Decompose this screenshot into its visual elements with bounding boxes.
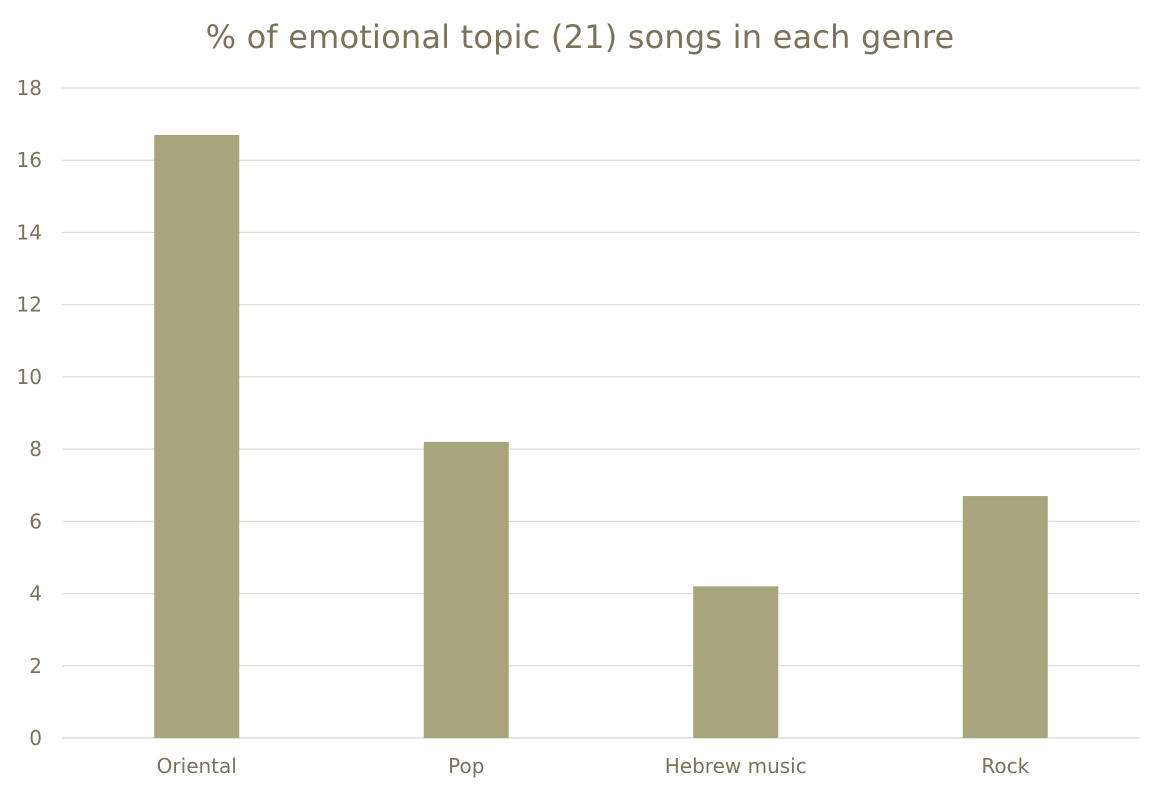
bar-rock	[962, 496, 1048, 738]
bar-hebrew-music	[693, 586, 779, 738]
y-tick-label: 12	[17, 293, 42, 317]
bar-pop	[423, 441, 509, 738]
y-tick-label: 8	[29, 437, 42, 461]
x-tick-label: Rock	[981, 754, 1029, 778]
y-tick-label: 16	[17, 148, 42, 172]
chart-title: % of emotional topic (21) songs in each …	[205, 18, 955, 56]
x-tick-label: Hebrew music	[665, 754, 807, 778]
bars	[154, 134, 1048, 738]
y-tick-label: 18	[17, 76, 42, 100]
y-tick-label: 14	[17, 220, 42, 244]
x-tick-label: Oriental	[157, 754, 237, 778]
y-tick-label: 6	[29, 509, 42, 533]
y-axis-ticks: 0 2 4 6 8 10 12 14 16 18	[17, 76, 42, 750]
gridlines	[62, 87, 1140, 739]
y-tick-label: 0	[29, 726, 42, 750]
x-axis-ticks: Oriental Pop Hebrew music Rock	[157, 754, 1030, 778]
y-tick-label: 10	[17, 365, 42, 389]
x-tick-label: Pop	[448, 754, 484, 778]
y-tick-label: 2	[29, 654, 42, 678]
bar-oriental	[154, 134, 240, 738]
y-tick-label: 4	[29, 582, 42, 606]
